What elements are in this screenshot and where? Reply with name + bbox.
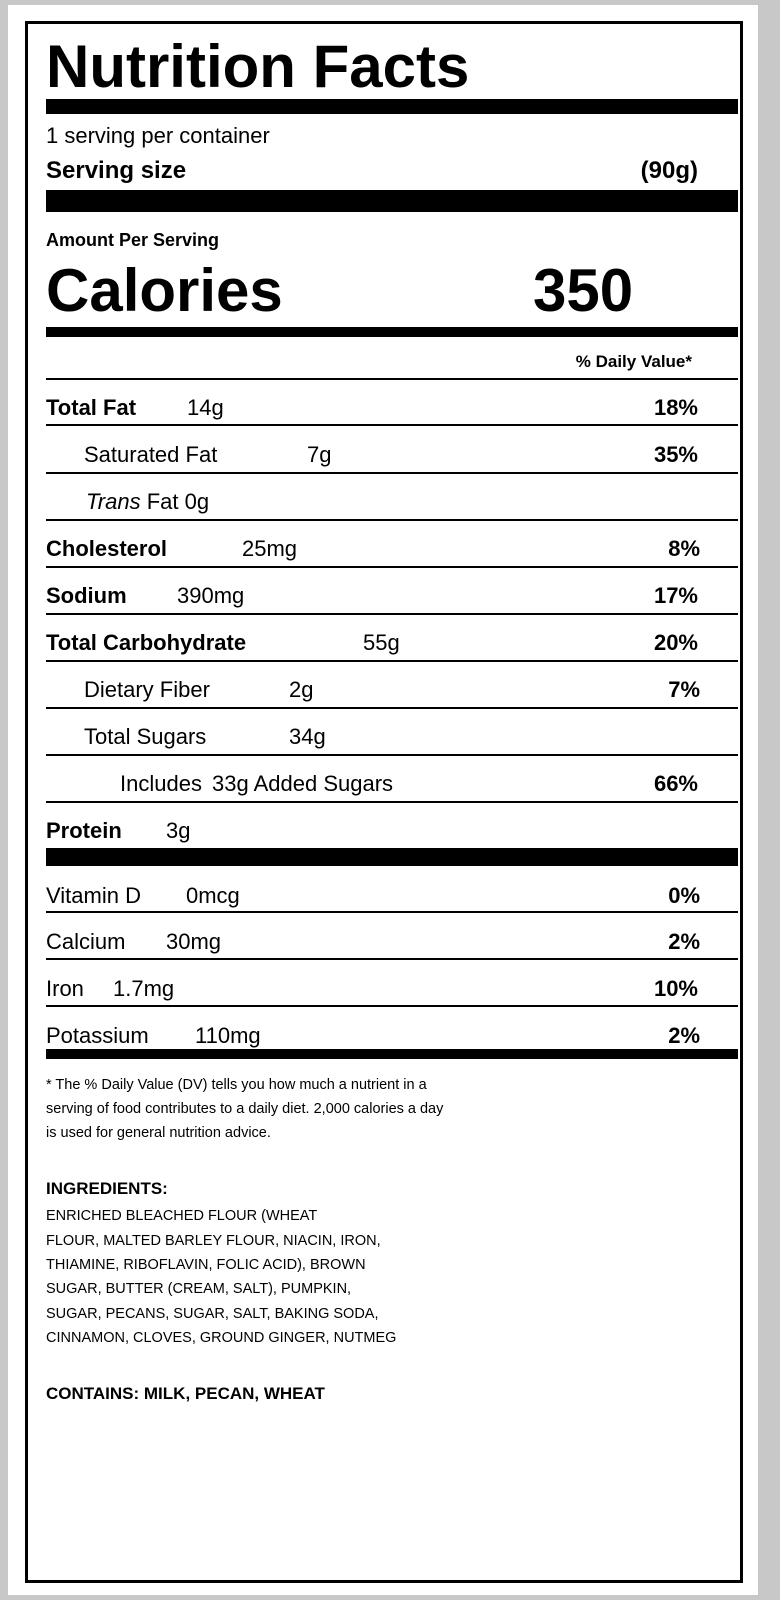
vitamin-dv: 0% bbox=[668, 883, 700, 908]
vitamin-amount: 1.7mg bbox=[113, 976, 175, 1001]
nutrient-dv: 7% bbox=[668, 677, 700, 702]
divider-thick bbox=[46, 99, 738, 114]
vitamin-label: Iron bbox=[46, 976, 84, 1001]
vitamin-label: Calcium bbox=[46, 929, 126, 954]
divider-medium bbox=[46, 327, 738, 337]
divider bbox=[46, 424, 738, 426]
divider-thick bbox=[46, 848, 738, 866]
daily-value-header: % Daily Value* bbox=[575, 352, 692, 371]
vitamin-dv: 2% bbox=[668, 1023, 700, 1048]
calories-value: 350 bbox=[533, 257, 634, 324]
amount-per-serving: Amount Per Serving bbox=[46, 230, 220, 250]
divider bbox=[46, 566, 738, 568]
nutrient-label: Dietary Fiber bbox=[84, 677, 210, 702]
divider-thick bbox=[46, 190, 738, 212]
trans-italic: Trans bbox=[86, 489, 141, 514]
vitamin-label: Vitamin D bbox=[46, 883, 141, 908]
vitamin-amount: 30mg bbox=[166, 929, 222, 954]
nutrient-amount: 34g bbox=[289, 724, 326, 749]
divider-medium bbox=[46, 1049, 738, 1059]
nutrient-label: Cholesterol bbox=[46, 536, 168, 561]
ingredients-line: THIAMINE, RIBOFLAVIN, FOLIC ACID), BROWN bbox=[46, 1257, 366, 1273]
nutrient-amount: 14g bbox=[187, 395, 224, 420]
divider bbox=[46, 801, 738, 803]
page-background bbox=[8, 5, 758, 1595]
nutrient-label: Includes bbox=[120, 771, 202, 796]
vitamin-amount: 0mcg bbox=[186, 883, 240, 908]
footnote-line: * The % Daily Value (DV) tells you how m… bbox=[46, 1077, 427, 1093]
calories-label: Calories bbox=[46, 257, 283, 324]
footnote-line: is used for general nutrition advice. bbox=[46, 1125, 271, 1141]
nutrient-dv: 35% bbox=[653, 442, 698, 467]
nutrient-label: Total Carbohydrate bbox=[46, 630, 247, 655]
divider bbox=[46, 378, 738, 380]
footnote-line: serving of food contributes to a daily d… bbox=[46, 1101, 444, 1117]
nutrient-dv: 18% bbox=[653, 395, 698, 420]
vitamin-dv: 2% bbox=[668, 929, 700, 954]
nutrient-label: Sodium bbox=[46, 583, 127, 608]
nutrient-amount: 2g bbox=[289, 677, 314, 702]
divider bbox=[46, 472, 738, 474]
nutrient-amount: 25mg bbox=[242, 536, 298, 561]
servings-per-container: 1 serving per container bbox=[46, 123, 270, 148]
nutrient-dv: 20% bbox=[653, 630, 698, 655]
serving-size-value: (90g) bbox=[640, 157, 698, 184]
vitamin-dv: 10% bbox=[653, 976, 698, 1001]
nutrient-dv: 17% bbox=[653, 583, 698, 608]
nutrient-amount: 33g Added Sugars bbox=[212, 771, 394, 796]
ingredients-line: ENRICHED BLEACHED FLOUR (WHEAT bbox=[46, 1208, 318, 1224]
nutrient-amount: 55g bbox=[363, 630, 400, 655]
nutrient-dv: 66% bbox=[653, 771, 698, 796]
nutrient-amount: 7g bbox=[307, 442, 332, 467]
nutrient-label: Saturated Fat bbox=[84, 442, 218, 467]
vitamin-amount: 110mg bbox=[195, 1023, 261, 1048]
divider bbox=[46, 958, 738, 960]
nutrient-label-trans-fat: Trans Fat 0g bbox=[86, 487, 209, 517]
nutrient-label: Protein bbox=[46, 818, 122, 843]
nutrient-dv: 8% bbox=[668, 536, 700, 561]
ingredients-line: SUGAR, BUTTER (CREAM, SALT), PUMPKIN, bbox=[46, 1281, 352, 1297]
nutrient-amount: 3g bbox=[166, 818, 191, 843]
label-title: Nutrition Facts bbox=[46, 33, 470, 100]
divider bbox=[46, 613, 738, 615]
serving-size-label: Serving size bbox=[46, 157, 187, 184]
divider bbox=[46, 911, 738, 913]
divider bbox=[46, 519, 738, 521]
nutrient-label: Total Fat bbox=[46, 395, 137, 420]
contains-allergens: CONTAINS: MILK, PECAN, WHEAT bbox=[46, 1384, 325, 1403]
divider bbox=[46, 1005, 738, 1007]
ingredients-line: CINNAMON, CLOVES, GROUND GINGER, NUTMEG bbox=[46, 1330, 397, 1346]
trans-fat-text: Fat 0g bbox=[146, 489, 210, 514]
divider bbox=[46, 660, 738, 662]
ingredients-line: FLOUR, MALTED BARLEY FLOUR, NIACIN, IRON… bbox=[46, 1233, 381, 1249]
ingredients-heading: INGREDIENTS: bbox=[46, 1179, 168, 1198]
nutrient-label: Total Sugars bbox=[84, 724, 207, 749]
ingredients-line: SUGAR, PECANS, SUGAR, SALT, BAKING SODA, bbox=[46, 1306, 379, 1322]
vitamin-label: Potassium bbox=[46, 1023, 149, 1048]
nutrient-amount: 390mg bbox=[177, 583, 245, 608]
divider bbox=[46, 707, 738, 709]
divider bbox=[46, 754, 738, 756]
nutrition-label-border bbox=[25, 21, 743, 1583]
